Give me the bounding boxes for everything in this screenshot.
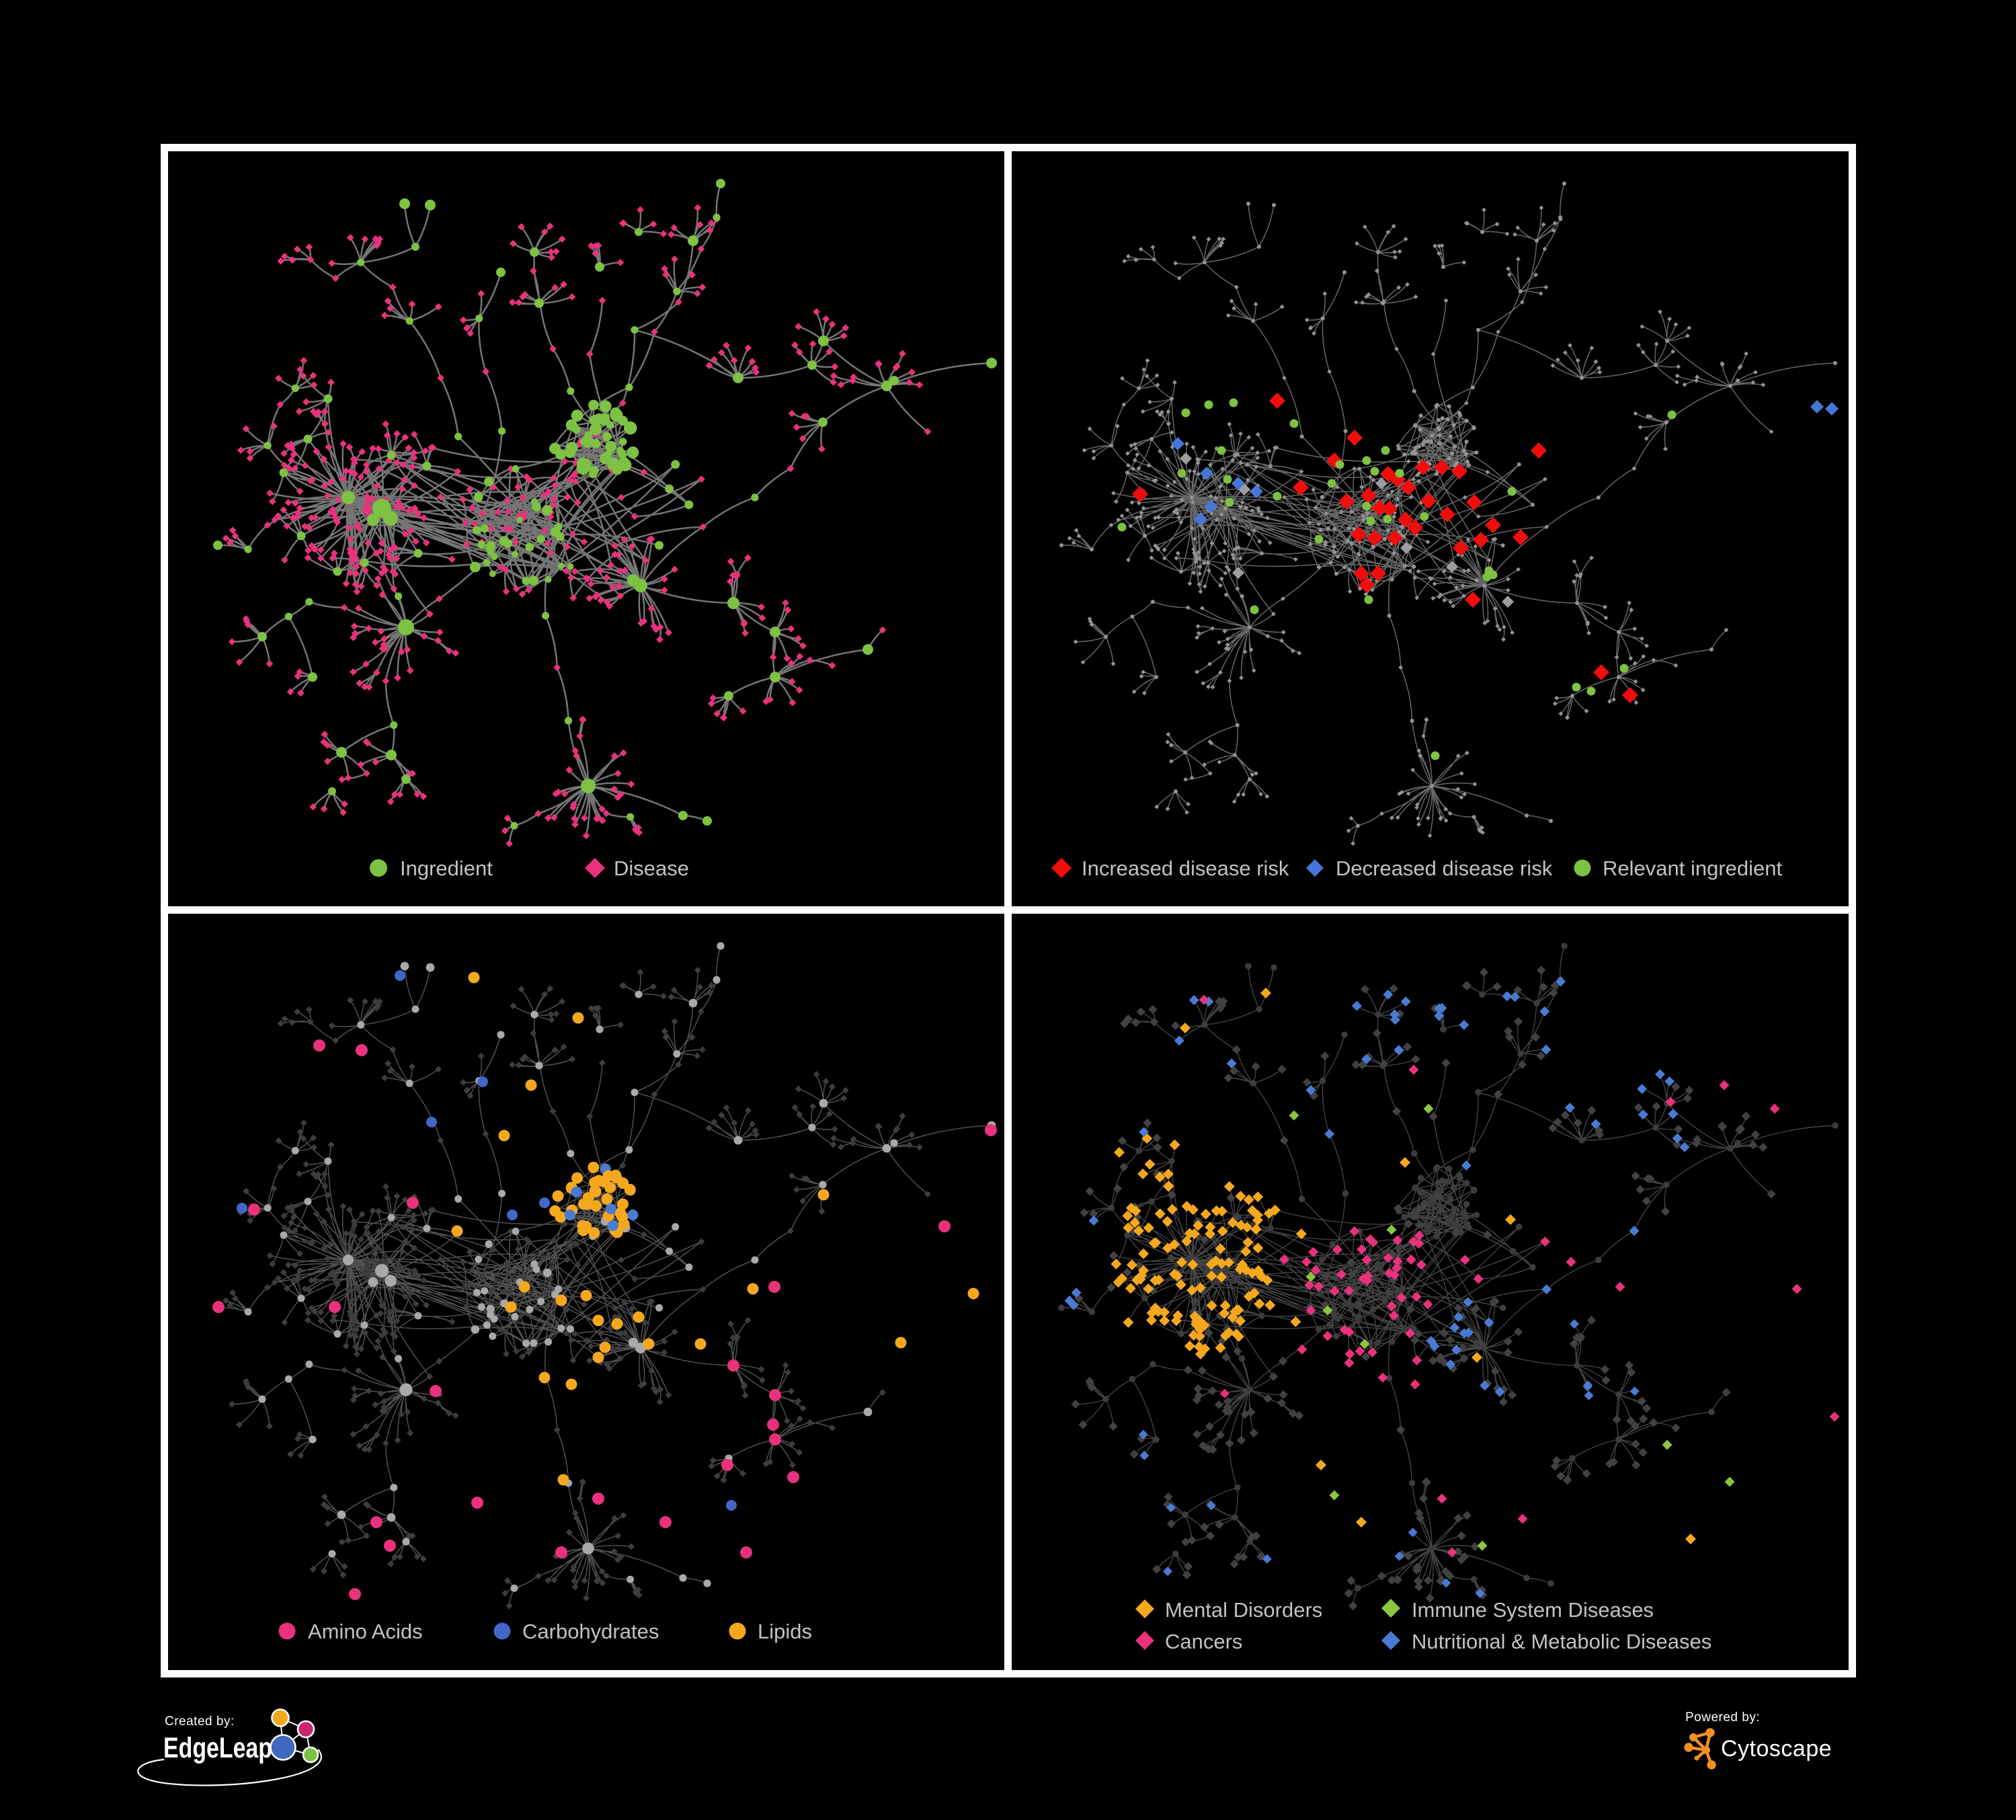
svg-text:Nutritional & Metabolic Diseas: Nutritional & Metabolic Diseases: [1412, 1630, 1711, 1653]
svg-text:Lipids: Lipids: [758, 1620, 812, 1643]
svg-text:Carbohydrates: Carbohydrates: [522, 1620, 659, 1643]
svg-text:Powered by:: Powered by:: [1685, 1710, 1760, 1725]
svg-text:Mental Disorders: Mental Disorders: [1165, 1598, 1322, 1622]
svg-text:Decreased disease risk: Decreased disease risk: [1336, 857, 1553, 880]
svg-text:Increased disease risk: Increased disease risk: [1082, 857, 1289, 880]
svg-text:Cancers: Cancers: [1165, 1630, 1242, 1653]
svg-text:Disease: Disease: [614, 857, 689, 880]
svg-text:Relevant ingredient: Relevant ingredient: [1603, 857, 1783, 880]
svg-text:Amino Acids: Amino Acids: [308, 1620, 423, 1643]
svg-text:Ingredient: Ingredient: [400, 857, 493, 880]
svg-text:Immune System Diseases: Immune System Diseases: [1412, 1598, 1654, 1622]
svg-text:Created by:: Created by:: [165, 1714, 235, 1729]
svg-text:Cytoscape: Cytoscape: [1721, 1736, 1832, 1762]
svg-text:EdgeLeap: EdgeLeap: [163, 1732, 272, 1764]
